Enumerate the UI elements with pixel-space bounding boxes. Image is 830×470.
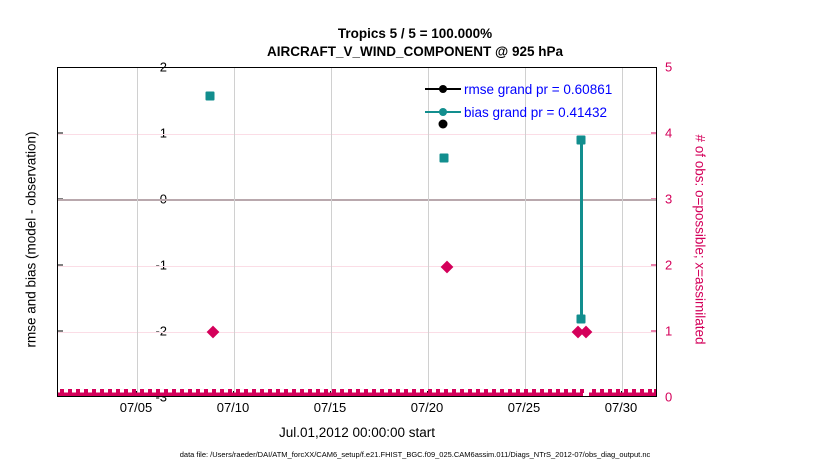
gridline-ym2 — [58, 332, 656, 333]
ytick-left-m2: -2 — [155, 323, 167, 339]
xtick-0720: 07/20 — [410, 400, 444, 415]
gridline-x-0730 — [622, 68, 623, 396]
obs-baseline-svg — [58, 389, 656, 396]
ytick-right-0: 0 — [665, 389, 673, 405]
gridline-x-0710 — [234, 68, 235, 396]
zero-line — [58, 199, 656, 201]
legend-label-rmse: rmse grand pr = 0.60861 — [464, 81, 613, 97]
plot-area — [57, 67, 657, 397]
chart-title-line-1: Tropics 5 / 5 = 100.000% — [337, 26, 493, 41]
gridline-x-0715 — [331, 68, 332, 396]
bias-point-0709[interactable] — [205, 91, 215, 101]
xtick-0710: 07/10 — [216, 400, 250, 415]
gridline-x-0725 — [525, 68, 526, 396]
xtick-0730: 07/30 — [604, 400, 638, 415]
legend-label-bias: bias grand pr = 0.41432 — [464, 104, 607, 120]
gridline-ym1 — [58, 266, 656, 267]
chart-title-line-2: AIRCRAFT_V_WIND_COMPONENT @ 925 hPa — [267, 44, 563, 59]
bias-point-0721[interactable] — [439, 153, 449, 163]
legend-item-bias[interactable]: bias grand pr = 0.41432 — [425, 103, 612, 121]
ytick-right-5: 5 — [665, 59, 673, 75]
xtick-0715: 07/15 — [313, 400, 347, 415]
xtick-0705: 07/05 — [119, 400, 153, 415]
y-axis-label-right: # of obs: o=possible; x=assimilated — [692, 134, 708, 345]
ytick-mark-right — [651, 264, 657, 266]
x-axis-label: Jul.01,2012 00:00:00 start — [278, 425, 436, 440]
ytick-right-4: 4 — [665, 125, 673, 141]
gridline-x-0720 — [428, 68, 429, 396]
bias-point-0728-upper[interactable] — [576, 135, 586, 145]
ytick-left-1: 1 — [159, 125, 167, 141]
data-file-footer: data file: /Users/raeder/DAI/ATM_forcXX/… — [179, 450, 651, 459]
plot-inner — [58, 68, 656, 396]
legend-marker-rmse-icon — [425, 82, 461, 96]
xtick-0725: 07/25 — [507, 400, 541, 415]
legend-marker-bias-icon — [425, 105, 461, 119]
chart-legend: rmse grand pr = 0.60861 bias grand pr = … — [425, 80, 612, 121]
rmse-point-0721[interactable] — [438, 119, 448, 129]
gridline-x-0705 — [137, 68, 138, 396]
ytick-mark-right — [651, 132, 657, 134]
ytick-mark-left — [57, 330, 63, 332]
ytick-right-2: 2 — [665, 257, 673, 273]
bias-point-0728-lower[interactable] — [576, 314, 586, 324]
ytick-right-1: 1 — [665, 323, 673, 339]
y-axis-label-left: rmse and bias (model - observation) — [23, 131, 39, 348]
ytick-mark-right — [651, 330, 657, 332]
ytick-mark-left — [57, 132, 63, 134]
ytick-mark-left — [57, 264, 63, 266]
ytick-left-m1: -1 — [155, 257, 167, 273]
bias-series-line — [580, 140, 583, 319]
ytick-right-3: 3 — [665, 191, 673, 207]
legend-item-rmse[interactable]: rmse grand pr = 0.60861 — [425, 80, 612, 98]
ytick-left-m3: -3 — [155, 389, 167, 405]
gridline-y1 — [58, 134, 656, 135]
